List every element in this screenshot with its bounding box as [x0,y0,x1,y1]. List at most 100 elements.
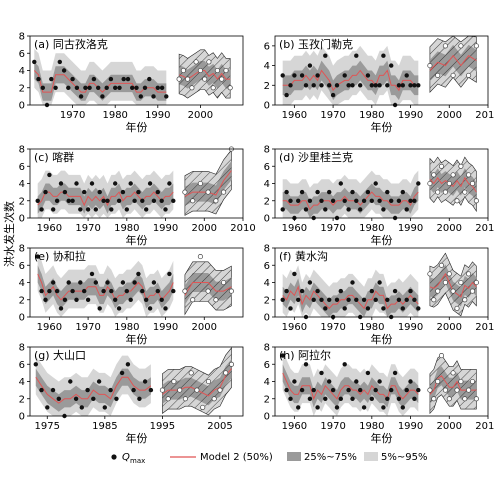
observed-point [412,396,417,401]
projected-point [473,279,479,286]
observed-point [91,76,97,82]
observed-point [342,198,347,203]
projected-point [213,297,219,303]
observed-point [58,306,64,311]
observed-point [358,207,363,212]
observed-point [140,198,145,203]
observed-point [128,181,133,186]
x-tick-label: 1960 [282,322,307,333]
observed-point [85,387,90,393]
projected-point [185,76,191,82]
projected-point [205,378,212,385]
observed-point [330,387,336,393]
observed-point [134,85,139,91]
y-tick-label: 0 [19,101,25,112]
projected-point [200,404,206,410]
y-tick-label: 2 [19,295,25,306]
observed-point [102,405,108,410]
projected-point [223,67,229,74]
observed-point [311,297,316,302]
observed-point [120,189,126,195]
observed-point [280,73,285,78]
projected-point [427,271,433,277]
x-tick-label: 2010 [230,223,255,234]
observed-point [373,83,378,88]
x-tick-label: 1990 [153,322,178,333]
observed-point [307,396,313,401]
observed-point [319,198,324,203]
projected-point [228,288,234,294]
y-tick-label: 0 [264,313,270,324]
observed-point [338,396,343,401]
observed-point [327,189,332,195]
x-tick-label: 1960 [37,223,62,234]
observed-point [354,297,359,302]
observed-point [365,189,371,195]
observed-point [105,198,110,203]
model-line [282,372,419,401]
x-tick-label: 1960 [282,110,307,121]
observed-point [124,288,129,294]
observed-point [311,83,316,88]
observed-point [346,83,351,88]
observed-point [45,405,50,410]
observed-point [54,288,60,294]
observed-point [381,207,386,212]
observed-point [307,198,313,203]
observed-point [96,85,101,91]
observed-point [404,297,409,302]
observed-point [91,396,96,401]
observed-point [373,387,378,393]
observed-point [142,379,148,384]
x-axis-label: 年份 [371,431,393,445]
observed-point [416,306,421,311]
x-tick-label: 1970 [320,223,345,234]
observed-point [389,198,394,203]
observed-point [89,271,95,277]
proj-model-line [429,54,477,71]
x-tick-label: 1960 [282,223,307,234]
legend-band2-label: 5%~95% [381,452,427,463]
observed-point [288,306,293,311]
x-tick-label: 2000 [437,110,462,121]
observed-point [82,189,87,195]
panel-label: (b) 玉孜门勒克 [279,37,353,51]
y-tick-label: 2 [264,394,270,405]
x-tick-label: 2010 [475,322,495,333]
x-tick-label: 1980 [114,223,139,234]
x-axis-label: 年份 [126,120,148,134]
projected-point [189,85,195,91]
projected-point [221,279,227,286]
y-tick-label: 6 [19,360,25,371]
observed-point [101,198,106,203]
observed-point [303,83,309,88]
x-tick-label: 1970 [75,322,100,333]
observed-point [47,288,52,294]
observed-point [303,362,309,367]
model-line [282,69,419,92]
observed-point [315,405,320,410]
observed-point [323,207,328,212]
proj-hatch [429,157,477,212]
observed-point [342,73,347,78]
observed-point [338,288,343,294]
x-tick-label: 1970 [320,110,345,121]
observed-point [365,306,371,311]
observed-point [70,288,75,294]
observed-point [124,207,129,212]
observed-point [144,207,149,212]
observed-point [117,85,122,91]
projected-point [213,198,219,204]
proj-model-line [184,282,232,296]
observed-point [346,207,351,212]
observed-point [284,387,289,393]
observed-point [292,271,297,277]
projected-point [202,76,208,82]
x-tick-label: 1990 [398,110,423,121]
projected-point [435,189,441,195]
x-tick-label: 2010 [475,421,495,432]
projected-point [211,396,217,402]
